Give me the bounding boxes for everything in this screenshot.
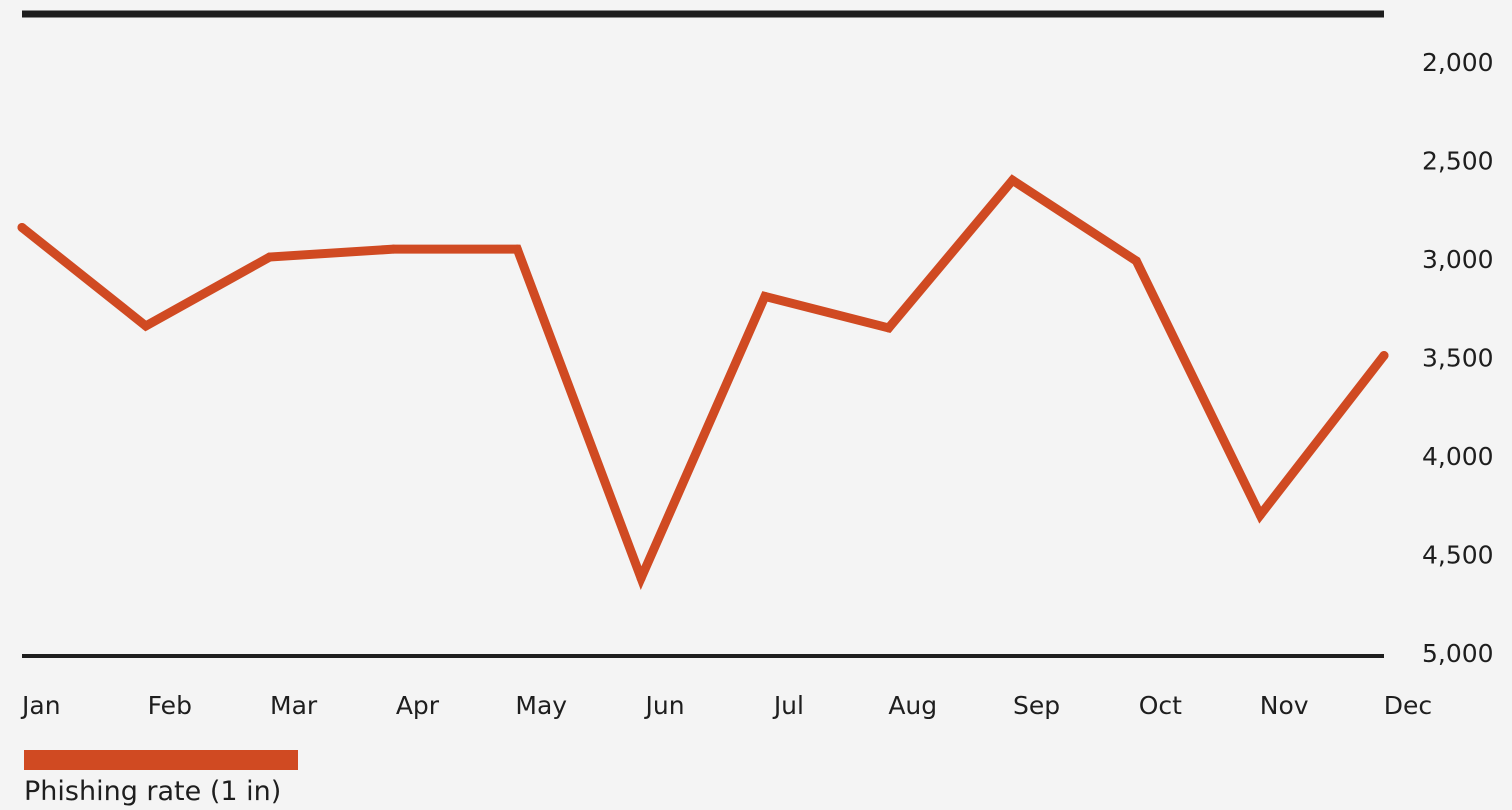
data-point <box>884 323 894 333</box>
x-tick-label: Sep <box>1013 691 1060 720</box>
data-point <box>760 291 770 301</box>
data-point <box>265 252 275 262</box>
x-tick-label: May <box>515 691 567 720</box>
y-tick-label: 3,000 <box>1422 245 1494 274</box>
y-tick-label: 4,500 <box>1422 541 1494 570</box>
x-tick-label: Oct <box>1139 691 1182 720</box>
y-tick-label: 5,000 <box>1422 639 1494 668</box>
x-tick-label: Jan <box>20 691 61 720</box>
x-tick-label: Jun <box>644 691 685 720</box>
legend-swatch <box>24 750 298 770</box>
x-tick-label: Dec <box>1384 691 1432 720</box>
series-line-phishing-rate <box>17 174 1389 591</box>
data-point <box>388 244 398 254</box>
x-tick-label: Nov <box>1260 691 1309 720</box>
x-tick-label: Aug <box>888 691 937 720</box>
data-point <box>1379 351 1389 361</box>
x-tick-label: Mar <box>270 691 318 720</box>
x-tick-label: Feb <box>148 691 192 720</box>
legend-label: Phishing rate (1 in) <box>24 776 282 807</box>
data-point <box>1255 510 1265 520</box>
data-point <box>1008 175 1018 185</box>
y-tick-label: 4,000 <box>1422 442 1494 471</box>
data-point <box>636 573 646 583</box>
legend: Phishing rate (1 in) <box>24 748 444 810</box>
data-point <box>1131 256 1141 266</box>
x-tick-label: Jul <box>772 691 804 720</box>
x-tick-label: Apr <box>396 691 440 720</box>
data-point <box>17 222 27 232</box>
data-point <box>512 244 522 254</box>
y-tick-label: 2,000 <box>1422 48 1494 77</box>
y-tick-label: 3,500 <box>1422 344 1494 373</box>
y-tick-label: 2,500 <box>1422 147 1494 176</box>
data-point <box>141 321 151 331</box>
